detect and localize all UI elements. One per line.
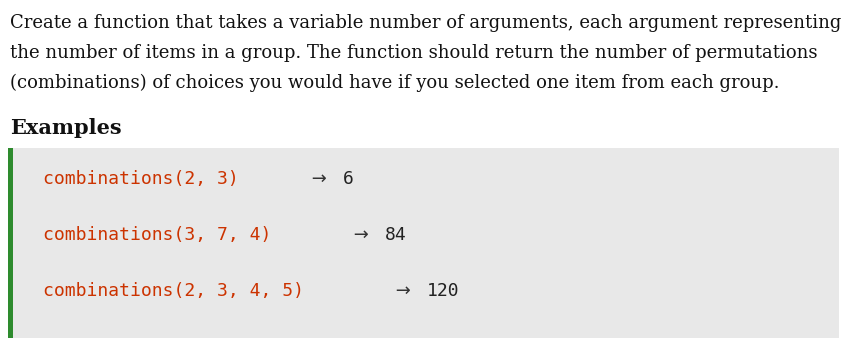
- Text: the number of items in a group. The function should return the number of permuta: the number of items in a group. The func…: [10, 44, 817, 62]
- Text: Create a function that takes a variable number of arguments, each argument repre: Create a function that takes a variable …: [10, 14, 841, 32]
- Text: Examples: Examples: [10, 118, 122, 138]
- Bar: [8, 148, 13, 338]
- Text: combinations(2, 3): combinations(2, 3): [43, 170, 239, 188]
- Text: 6: 6: [343, 170, 354, 188]
- Text: →: →: [306, 170, 333, 188]
- Text: →: →: [348, 226, 374, 244]
- Text: combinations(3, 7, 4): combinations(3, 7, 4): [43, 226, 271, 244]
- Text: 120: 120: [427, 282, 460, 300]
- Bar: [8, 148, 839, 338]
- Text: (combinations) of choices you would have if you selected one item from each grou: (combinations) of choices you would have…: [10, 74, 779, 92]
- Text: combinations(2, 3, 4, 5): combinations(2, 3, 4, 5): [43, 282, 304, 300]
- Text: 84: 84: [385, 226, 407, 244]
- Text: →: →: [390, 282, 417, 300]
